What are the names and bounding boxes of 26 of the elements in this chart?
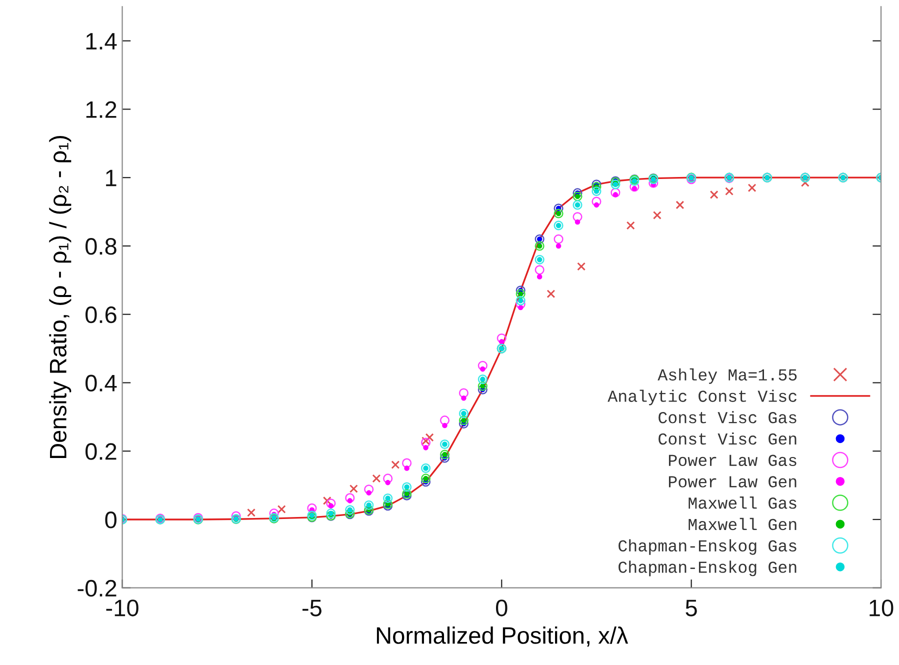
x-tick-label: -5 <box>302 600 322 616</box>
legend-label: Ashley Ma=1.55 <box>658 368 797 384</box>
x-tick-label: -10 <box>106 600 138 616</box>
y-tick-label: 0.8 <box>86 238 116 255</box>
legend-label: Power Law Gas <box>668 454 796 466</box>
x-axis-title: Normalized Position, x/λ <box>376 626 628 647</box>
legend-label: Chapman-Enskog Gen <box>618 560 796 576</box>
y-tick-label: 0 <box>105 512 116 528</box>
y-tick-label: 1.2 <box>86 101 116 118</box>
x-tick-label: 5 <box>686 600 697 616</box>
y-tick-label: 1.4 <box>86 33 117 50</box>
legend-label: Power Law Gen <box>668 476 796 488</box>
x-tick-label: 10 <box>870 600 894 616</box>
legend-label: Const Visc Gen <box>658 432 796 445</box>
legend-label: Const Visc Gas <box>658 411 796 424</box>
y-axis-title: Density Ratio, (ρ - ρ₁) / (ρ₂ - ρ₁) <box>49 136 72 458</box>
y-tick-label: 0.6 <box>86 306 116 324</box>
x-tick-label: 0 <box>496 600 508 616</box>
y-tick-label: 0.2 <box>86 443 116 460</box>
y-tick-label: 1 <box>106 170 116 186</box>
legend-label: Maxwell Gen <box>688 518 796 530</box>
legend-label: Chapman-Enskog Gas <box>618 539 796 555</box>
legend-label: Analytic Const Visc <box>608 390 796 406</box>
legend-label: Maxwell Gas <box>688 496 796 509</box>
y-tick-label: -0.2 <box>78 580 116 597</box>
y-tick-label: 0.4 <box>86 374 117 392</box>
